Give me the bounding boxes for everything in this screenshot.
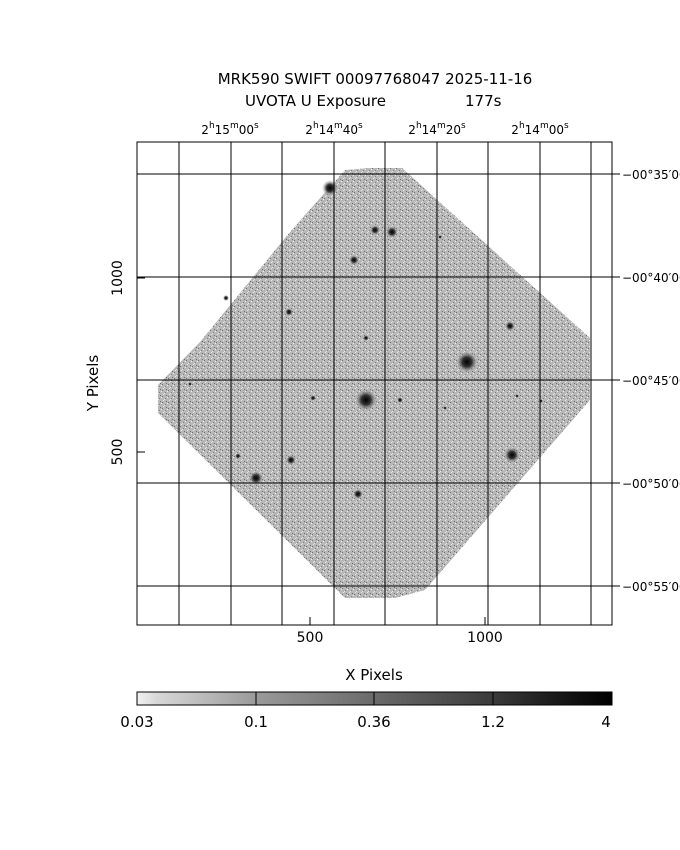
source-10 bbox=[310, 395, 316, 401]
exposure-value: 177s bbox=[465, 92, 502, 110]
dec-tick-2: −00°40′00 bbox=[622, 271, 680, 285]
exposure-label: UVOTA U Exposure bbox=[245, 92, 386, 110]
sources bbox=[188, 180, 543, 499]
y-axis-label: Y Pixels bbox=[84, 354, 102, 412]
source-22 bbox=[188, 382, 192, 386]
source-6 bbox=[456, 351, 478, 373]
source-12 bbox=[286, 455, 296, 465]
source-2 bbox=[370, 225, 380, 235]
source-3 bbox=[386, 226, 398, 238]
dec-tick-3: −00°45′00 bbox=[622, 374, 680, 388]
colorbar-label-4: 1.2 bbox=[481, 713, 505, 731]
x-tick-1000: 1000 bbox=[467, 630, 503, 646]
y-tick-1000: 1000 bbox=[110, 260, 126, 296]
ra-tick-2: 2h14m40s bbox=[305, 121, 363, 137]
ra-tick-3: 2h14m20s bbox=[408, 121, 466, 137]
colorbar-label-2: 0.1 bbox=[244, 713, 268, 731]
source-4 bbox=[349, 255, 359, 265]
source-21 bbox=[443, 406, 447, 410]
ra-tick-4: 2h14m00s bbox=[511, 121, 569, 137]
source-9 bbox=[397, 397, 403, 403]
source-5 bbox=[285, 308, 293, 316]
colorbar-label-1: 0.03 bbox=[120, 713, 154, 731]
source-13 bbox=[249, 471, 263, 485]
exposure-footprint bbox=[158, 168, 590, 598]
source-15 bbox=[235, 453, 241, 459]
colorbar-label-5: 4 bbox=[601, 713, 611, 731]
source-18 bbox=[438, 235, 442, 239]
plot-frame bbox=[136, 141, 613, 626]
dec-tick-5: −00°55′00 bbox=[622, 580, 680, 594]
source-7 bbox=[505, 321, 515, 331]
source-11 bbox=[504, 447, 520, 463]
source-16 bbox=[223, 295, 229, 301]
x-tick-500: 500 bbox=[296, 630, 324, 646]
plot-title: MRK590 SWIFT 00097768047 2025-11-16 bbox=[217, 70, 533, 88]
coordinate-grid bbox=[137, 142, 612, 625]
y-tick-500: 500 bbox=[110, 438, 126, 466]
ra-tick-1: 2h15m00s bbox=[201, 121, 259, 137]
source-14 bbox=[353, 489, 363, 499]
dec-tick-4: −00°50′00 bbox=[622, 477, 680, 491]
source-1 bbox=[322, 180, 338, 196]
colorbar-label-3: 0.36 bbox=[357, 713, 391, 731]
axis-ticks bbox=[137, 173, 620, 625]
source-17 bbox=[363, 335, 369, 341]
source-8 bbox=[355, 389, 377, 411]
dec-tick-1: −00°35′00 bbox=[622, 168, 680, 182]
x-axis-label: X Pixels bbox=[345, 666, 403, 684]
source-19 bbox=[515, 394, 519, 398]
